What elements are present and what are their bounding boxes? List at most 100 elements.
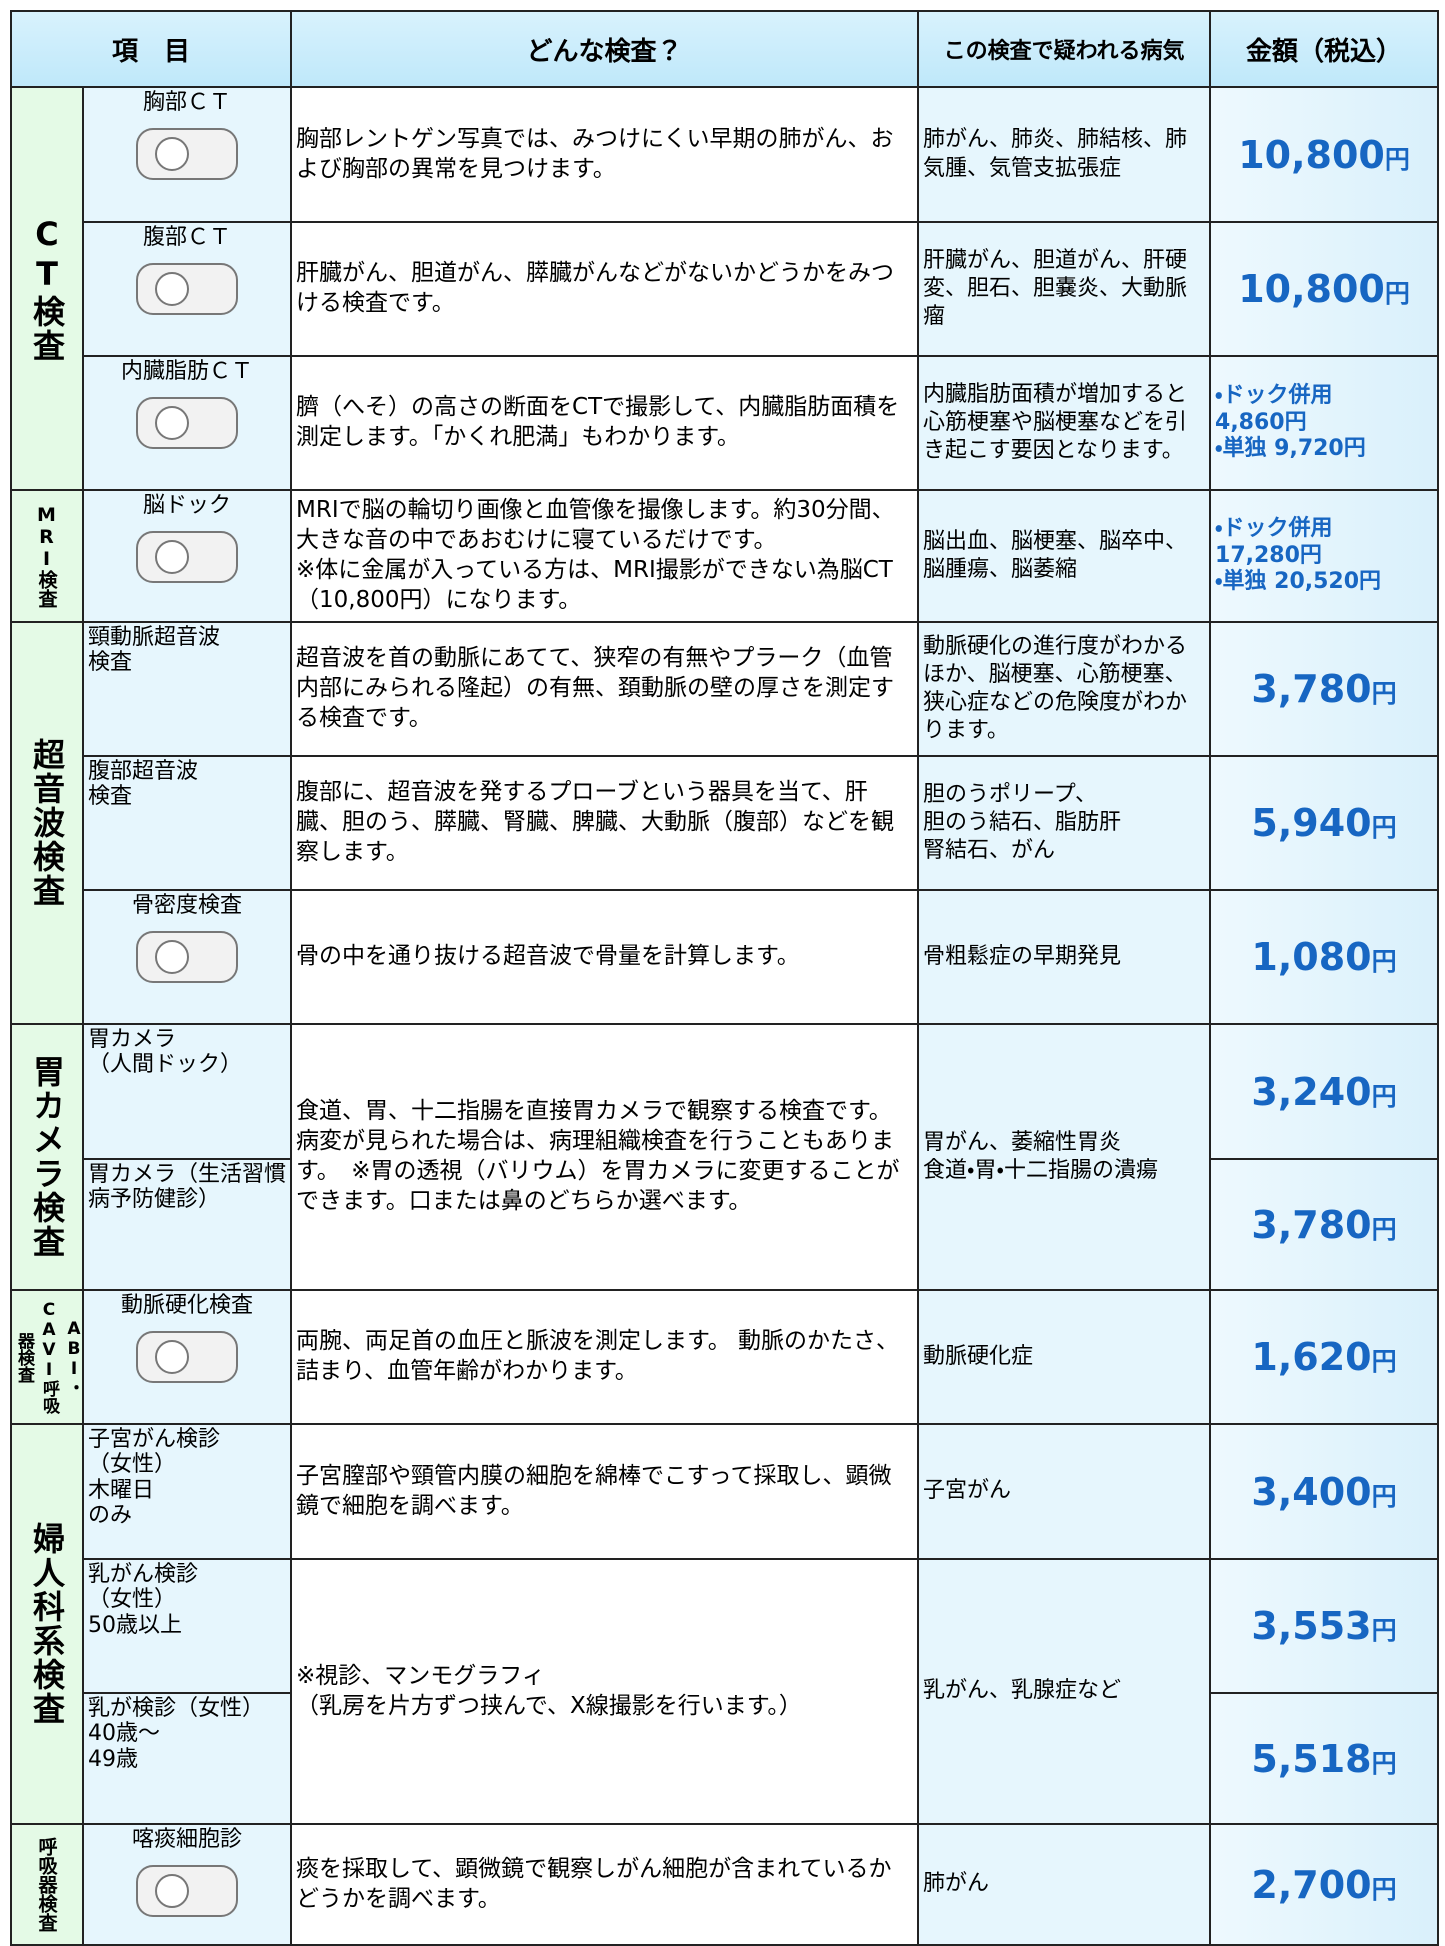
price-amount: 3,780	[1251, 1202, 1372, 1247]
category-label: ABI・CAVI呼吸器検査	[14, 1300, 83, 1414]
item-cell: 頸動脈超音波 検査	[81, 621, 293, 757]
item-label: 胃カメラ（生活習慣病予防健診）	[88, 1162, 287, 1213]
item-cell: 胃カメラ （人間ドック）	[81, 1023, 293, 1160]
disease-cell: 胃がん、萎縮性胃炎 食道・胃・十二指腸の潰瘍	[917, 1023, 1212, 1291]
item-cell: 骨密度検査	[81, 889, 293, 1025]
price-amount: 1,080	[1251, 935, 1372, 979]
price-cell: ・ドック併用 4,860円 ・単独 9,720円	[1209, 355, 1440, 491]
illustration	[136, 531, 238, 584]
item-cell: 動脈硬化検査	[81, 1289, 293, 1425]
item-label: 頸動脈超音波 検査	[88, 625, 221, 676]
category-cell: 超音波検査	[10, 621, 84, 1025]
illustration	[136, 263, 238, 316]
header-cell: 金額（税込）	[1209, 10, 1440, 88]
illustration	[136, 1331, 238, 1384]
disease-cell: 内臓脂肪面積が増加すると心筋梗塞や脳梗塞などを引き起こす要因となります。	[917, 355, 1212, 491]
description-cell: 子宮膣部や頸管内膜の細胞を綿棒でこすって採取し、顕微鏡で細胞を調べます。	[290, 1423, 920, 1560]
exam-row: 内臓脂肪ＣＴ 臍（へそ）の高さの断面をCTで撮影して、内臓脂肪面積を測定します。「…	[11, 355, 1440, 491]
item-label: 乳が検診（女性） 40歳～ 49歳	[88, 1696, 265, 1772]
item-label: 骨密度検査	[132, 893, 243, 918]
exam-row: 呼吸器検査 喀痰細胞診 痰を採取して、顕微鏡で観察しがん細胞が含まれているかどうかを…	[10, 1823, 1440, 1946]
exam-row: 骨密度検査 骨の中を通り抜ける超音波で骨量を計算します。 骨粗鬆症の早期発見 1,08…	[11, 889, 1440, 1025]
price-cell: 10,800円	[1209, 86, 1440, 223]
disease-cell: 肺がん、肺炎、肺結核、肺気腫、気管支拡張症	[917, 86, 1212, 223]
exam-row: 乳がん検診 （女性） 50歳以上 ※視診、マンモグラフィ （乳房を片方ずつ挟んで、…	[11, 1558, 1440, 1825]
price-unit: 円	[1371, 1214, 1397, 1244]
exam-row: 超音波検査 頸動脈超音波 検査 超音波を首の動脈にあてて、狭窄の有無やプラーク（血管…	[10, 621, 1440, 1025]
exam-row: 腹部超音波 検査 腹部に、超音波を発するプローブという器具を当て、肝臓、胆のう、膵…	[11, 755, 1440, 891]
item-cell: 子宮がん検診 （女性） 木曜日 のみ	[81, 1423, 293, 1560]
description-cell: 骨の中を通り抜ける超音波で骨量を計算します。	[290, 889, 920, 1025]
item-label: 腹部超音波 検査	[88, 759, 199, 810]
header-row: 項 目 どんな検査？ この検査で疑われる病気 金額（税込）	[9, 10, 1440, 88]
price-amount: 5,940	[1251, 801, 1372, 845]
illustration	[136, 397, 238, 450]
disease-cell: 動脈硬化症	[917, 1289, 1212, 1425]
disease-cell: 胆のうポリープ、 胆のう結石、脂肪肝 腎結石、がん	[917, 755, 1212, 891]
price-amount: 5,518	[1251, 1736, 1372, 1781]
disease-cell: 骨粗鬆症の早期発見	[917, 889, 1212, 1025]
item-cell: 脳ドック	[81, 489, 293, 623]
item-label: 子宮がん検診 （女性） 木曜日 のみ	[88, 1427, 221, 1528]
price-cell: 5,940円	[1209, 755, 1440, 891]
price-cell: 10,800円	[1209, 221, 1440, 357]
price-line: ・単独 20,520円	[1215, 569, 1382, 595]
disease-cell: 肝臓がん、胆道がん、肝硬変、胆石、胆嚢炎、大動脈瘤	[917, 221, 1212, 357]
price-line: ・ドック併用	[1215, 383, 1333, 409]
item-label: 喀痰細胞診	[132, 1827, 243, 1852]
disease-cell: 脳出血、脳梗塞、脳卒中、脳腫瘍、脳萎縮	[917, 489, 1212, 623]
item-label: 腹部ＣＴ	[143, 225, 232, 250]
illustration	[136, 1865, 238, 1918]
price-unit: 円	[1371, 679, 1397, 708]
price-cell: 3,780円	[1209, 1158, 1440, 1291]
price-unit: 円	[1371, 1347, 1397, 1376]
category-cell: 呼吸器検査	[10, 1823, 84, 1946]
price-unit: 円	[1371, 1616, 1397, 1645]
header-cell: 項 目	[9, 10, 293, 88]
item-cell: 乳がん検診 （女性） 50歳以上	[81, 1558, 293, 1694]
description-cell: 胸部レントゲン写真では、みつけにくい早期の肺がん、および胸部の異常を見つけます。	[290, 86, 920, 223]
item-cell: 胸部ＣＴ	[81, 86, 293, 223]
price-amount: 10,800	[1238, 132, 1385, 177]
illustration	[136, 931, 238, 984]
category-cell: MRI検査	[10, 489, 84, 623]
item-cell: 胃カメラ（生活習慣病予防健診）	[81, 1158, 293, 1291]
disease-cell: 動脈硬化の進行度がわかるほか、脳梗塞、心筋梗塞、狭心症などの危険度がわかります。	[917, 621, 1212, 757]
category-label: 超音波検査	[28, 738, 66, 908]
price-unit: 円	[1371, 1081, 1397, 1111]
price-line: 17,280円	[1215, 542, 1322, 568]
item-cell: 喀痰細胞診	[81, 1823, 293, 1946]
exam-row: 腹部ＣＴ 肝臓がん、胆道がん、膵臓がんなどがないかどうかをみつける検査です。 肝臓が…	[11, 221, 1440, 357]
description-cell: 腹部に、超音波を発するプローブという器具を当て、肝臓、胆のう、膵臓、腎臓、脾臓、…	[290, 755, 920, 891]
disease-cell: 乳がん、乳腺症など	[917, 1558, 1212, 1825]
price-amount: 2,700	[1251, 1862, 1372, 1907]
price-amount: 3,553	[1251, 1604, 1372, 1648]
item-cell: 乳が検診（女性） 40歳～ 49歳	[81, 1692, 293, 1825]
exam-row: 乳が検診（女性） 40歳～ 49歳 5,518円	[11, 1692, 1440, 1825]
disease-cell: 肺がん	[917, 1823, 1212, 1946]
exam-row: 胃カメラ（生活習慣病予防健診） 3,780円	[11, 1158, 1440, 1291]
price-unit: 円	[1371, 1874, 1397, 1904]
description-cell: 痰を採取して、顕微鏡で観察しがん細胞が含まれているかどうかを調べます。	[290, 1823, 920, 1946]
description-cell: MRIで脳の輪切り画像と血管像を撮像します。約30分間、大きな音の中であおむけに…	[290, 489, 920, 623]
description-cell: 肝臓がん、胆道がん、膵臓がんなどがないかどうかをみつける検査です。	[290, 221, 920, 357]
price-cell: 1,620円	[1209, 1289, 1440, 1425]
price-cell: ・ドック併用 17,280円 ・単独 20,520円	[1209, 489, 1440, 623]
price-unit: 円	[1371, 813, 1397, 842]
exam-row: ABI・CAVI呼吸器検査 動脈硬化検査 両腕、両足首の血圧と脈波を測定します。 動…	[10, 1289, 1440, 1425]
category-label: CT検査	[28, 214, 66, 363]
item-label: 胃カメラ （人間ドック）	[88, 1027, 243, 1078]
price-cell: 5,518円	[1209, 1692, 1440, 1825]
price-unit: 円	[1384, 279, 1410, 308]
item-label: 乳がん検診 （女性） 50歳以上	[88, 1562, 199, 1638]
category-cell: ABI・CAVI呼吸器検査	[10, 1289, 84, 1425]
item-label: 胸部ＣＴ	[143, 90, 232, 115]
item-label: 脳ドック	[143, 493, 232, 518]
category-cell: CT検査	[10, 86, 84, 491]
category-cell: 胃カメラ検査	[10, 1023, 84, 1291]
category-label: MRI検査	[35, 504, 58, 608]
exam-table: 項 目 どんな検査？ この検査で疑われる病気 金額（税込） CT検査 胸部ＣＴ 胸部…	[9, 10, 1440, 1946]
price-unit: 円	[1371, 1481, 1397, 1511]
category-label: 婦人科系検査	[28, 1522, 66, 1726]
